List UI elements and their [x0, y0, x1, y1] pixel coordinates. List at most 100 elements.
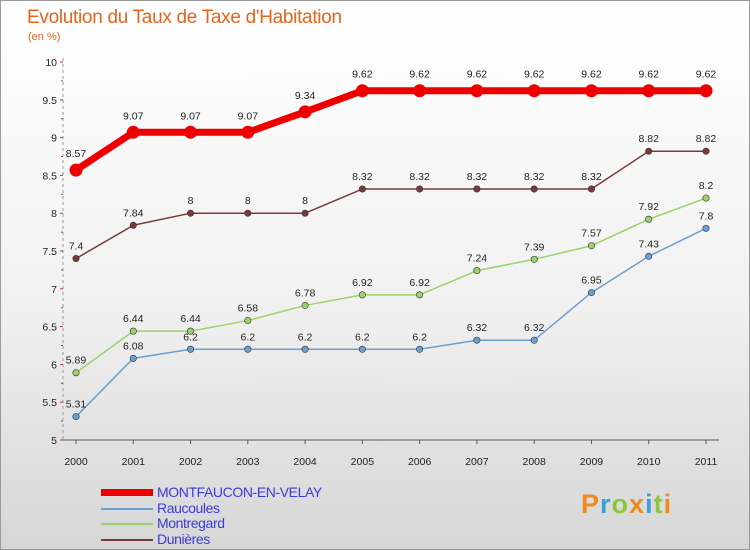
x-tick-label: 2004 [293, 456, 317, 468]
data-label: 7.43 [639, 238, 660, 250]
data-label: 7.4 [69, 241, 84, 253]
data-label: 6.58 [238, 303, 259, 315]
x-tick-label: 2010 [637, 456, 661, 468]
data-point [244, 209, 252, 217]
legend-label: Raucoules [157, 499, 220, 516]
data-label: 8.82 [696, 133, 717, 145]
data-label: 8.32 [352, 171, 373, 183]
y-tick-label: 7.5 [42, 246, 57, 258]
logo-letter: o [611, 489, 630, 519]
legend-swatch [101, 523, 153, 525]
data-point [416, 185, 424, 193]
data-label: 7.92 [639, 201, 660, 213]
data-label: 8 [245, 195, 251, 207]
data-point [587, 242, 595, 250]
data-point [587, 289, 595, 297]
y-tick-label: 8.5 [42, 170, 57, 182]
data-point [72, 255, 80, 263]
y-tick-label: 10 [45, 57, 57, 69]
data-label: 5.31 [66, 399, 87, 411]
series-line [72, 87, 710, 174]
data-label: 8.82 [639, 133, 660, 145]
data-point [129, 221, 137, 229]
value-labels: 7.4 7.84 8 8 8 8.32 8.32 8.32 8.32 8.32 8.82 8.82 5.… [66, 69, 717, 411]
x-tick-label: 2003 [236, 456, 260, 468]
logo-letter: r [600, 489, 612, 519]
data-label: 6.78 [295, 287, 316, 299]
data-label: 5.89 [66, 355, 87, 367]
y-tick-label: 5 [51, 435, 57, 447]
x-tick-label: 2000 [64, 456, 88, 468]
x-tick-label: 2006 [408, 456, 432, 468]
data-label: 9.62 [581, 69, 602, 81]
data-point [355, 84, 369, 98]
data-point [298, 105, 312, 119]
series-line [75, 150, 707, 260]
chart-title: Evolution du Taux de Taxe d'Habitation [27, 7, 342, 28]
data-point [416, 291, 424, 299]
data-label: 6.92 [409, 277, 430, 289]
y-tick-label: 5.5 [42, 397, 57, 409]
legend-label: Dunières [157, 530, 210, 547]
data-label: 9.07 [123, 110, 144, 122]
data-label: 7.8 [699, 210, 714, 222]
data-label: 7.24 [467, 253, 488, 265]
data-point [187, 327, 195, 335]
data-point [473, 336, 481, 344]
data-point [702, 194, 710, 202]
data-label: 9.62 [696, 69, 717, 81]
series-line [75, 197, 707, 374]
data-point [358, 291, 366, 299]
data-label: 6.32 [524, 322, 545, 334]
data-point [72, 413, 80, 421]
y-tick-label: 8 [51, 208, 57, 220]
chart-unit-label: (en %) [28, 31, 61, 43]
data-label: 9.62 [467, 69, 488, 81]
data-point [642, 84, 656, 98]
x-tick-label: 2009 [580, 456, 604, 468]
x-tick-label: 2007 [465, 456, 489, 468]
data-label: 9.07 [238, 110, 259, 122]
data-point [530, 336, 538, 344]
data-point [301, 301, 309, 309]
data-point [184, 125, 198, 139]
data-label: 6.2 [355, 331, 370, 343]
data-label: 6.08 [123, 340, 144, 352]
data-point [416, 345, 424, 353]
data-label: 8.32 [409, 171, 430, 183]
y-tick-label: 9.5 [42, 95, 57, 107]
series-line [75, 227, 707, 418]
data-point [527, 84, 541, 98]
data-point [702, 224, 710, 232]
data-label: 9.62 [639, 69, 660, 81]
data-label: 6.2 [412, 331, 427, 343]
data-point [645, 252, 653, 260]
data-point [72, 369, 80, 377]
data-point [645, 147, 653, 155]
data-label: 6.44 [123, 313, 144, 325]
data-point [69, 163, 83, 177]
data-label: 8.57 [66, 148, 87, 160]
x-tick-label: 2002 [179, 456, 203, 468]
legend-label: Montregard [157, 515, 225, 531]
data-label: 8.32 [524, 171, 545, 183]
logo-letter: t [653, 489, 664, 519]
x-tick-label: 2008 [523, 456, 547, 468]
y-tick-label: 7 [51, 284, 57, 296]
data-point [129, 354, 137, 362]
data-label: 6.92 [352, 277, 373, 289]
x-tick-label: 2001 [122, 456, 146, 468]
y-tick-label: 6 [51, 359, 57, 371]
legend-label: MONTFAUCON-EN-VELAY [157, 484, 322, 500]
legend-swatch [101, 489, 153, 496]
logo-letter: x [629, 489, 646, 519]
chart-axes: 5 5.5 6 6.5 7 7.5 8 8.5 9 9.5 10 2000 2001 2002 2003 20… [42, 57, 719, 468]
series-lines [72, 87, 710, 418]
x-tick-label: 2005 [351, 456, 375, 468]
data-label: 8 [302, 195, 308, 207]
data-point [587, 185, 595, 193]
data-label: 9.62 [524, 69, 545, 81]
data-point [244, 317, 252, 325]
